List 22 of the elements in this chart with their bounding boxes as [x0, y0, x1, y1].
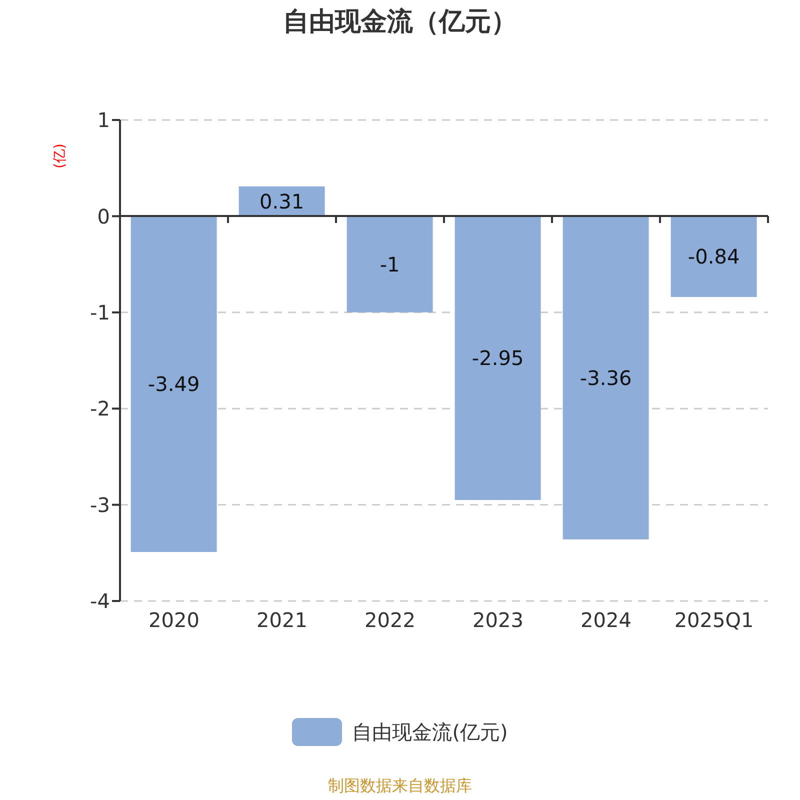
data-label: -1	[380, 252, 400, 276]
data-label: -0.84	[688, 244, 740, 269]
x-tick-label: 2025Q1	[674, 608, 754, 632]
data-label: -2.95	[472, 346, 524, 370]
legend-label: 自由现金流(亿元)	[352, 718, 508, 746]
x-tick-label: 2020	[148, 608, 200, 632]
text: 制图数据来自数据库	[327, 776, 473, 797]
y-tick-label: 1	[97, 108, 110, 132]
y-tick-label: 0	[97, 204, 110, 228]
y-tick-label: -1	[90, 300, 110, 324]
data-label: -3.36	[580, 366, 632, 390]
chart-title: 自由现金流（亿元）	[282, 6, 518, 39]
y-tick-label: -4	[90, 589, 110, 614]
x-tick-label: 2024	[580, 608, 632, 632]
y-axis-title: (亿)	[52, 144, 68, 168]
data-label: -3.49	[148, 372, 200, 396]
x-tick-label: 2021	[256, 608, 308, 632]
x-tick-label: 2023	[472, 608, 524, 632]
data-label: 0.31	[260, 189, 304, 214]
y-tick-label: -3	[90, 492, 110, 517]
y-tick-label: -2	[90, 396, 110, 421]
x-tick-label: 2022	[364, 608, 416, 632]
